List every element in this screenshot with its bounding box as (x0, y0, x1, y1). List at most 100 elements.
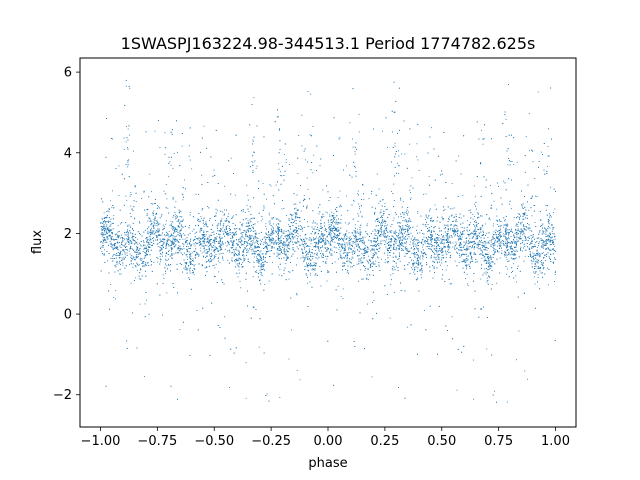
data-point (332, 219, 334, 221)
data-point (322, 257, 324, 258)
data-point (502, 226, 504, 228)
data-point (165, 251, 167, 253)
data-point (543, 241, 545, 243)
data-point (516, 161, 518, 163)
data-point (214, 243, 216, 245)
data-point (237, 276, 239, 278)
data-point (432, 252, 434, 253)
data-point (254, 242, 256, 244)
data-point (507, 237, 509, 239)
data-point (233, 244, 235, 246)
data-point (244, 211, 246, 213)
data-point (321, 250, 323, 252)
data-point (235, 231, 237, 233)
data-point (134, 218, 136, 220)
data-point (386, 228, 388, 230)
data-point (436, 220, 438, 222)
data-point (487, 256, 489, 258)
data-point (250, 228, 252, 230)
data-point (413, 271, 415, 273)
data-point (226, 225, 228, 227)
data-point (405, 219, 407, 221)
data-point (544, 259, 546, 261)
data-point (441, 240, 443, 242)
data-point (327, 240, 328, 242)
data-point (373, 248, 375, 250)
data-point (128, 250, 130, 252)
data-point (215, 220, 216, 221)
data-point (285, 159, 287, 161)
data-point (476, 238, 478, 240)
data-point (171, 229, 173, 231)
data-point (273, 242, 275, 244)
data-point (145, 252, 147, 254)
data-point (185, 242, 187, 244)
data-point (174, 230, 176, 231)
data-point (264, 247, 265, 249)
data-point (496, 219, 497, 221)
data-point (401, 240, 403, 241)
data-point (466, 245, 468, 247)
data-point (287, 244, 289, 246)
data-point (213, 264, 215, 266)
data-point (364, 269, 366, 271)
data-point (161, 214, 163, 215)
data-point (238, 262, 240, 264)
data-point (425, 193, 427, 195)
data-point (117, 261, 119, 263)
data-point (143, 257, 145, 259)
data-point (531, 243, 533, 244)
data-point (278, 168, 280, 170)
data-point (449, 229, 451, 231)
data-point (468, 241, 470, 243)
data-point (232, 240, 234, 242)
data-point (234, 194, 236, 196)
data-point (361, 262, 363, 264)
data-point (434, 204, 436, 206)
data-point (485, 242, 487, 244)
data-point (333, 237, 335, 239)
data-point (350, 238, 352, 240)
data-point (247, 194, 249, 196)
data-point (537, 247, 538, 249)
data-point (413, 260, 415, 262)
data-point (452, 246, 454, 248)
data-point (518, 216, 520, 218)
data-point (142, 262, 144, 264)
data-point (215, 215, 217, 217)
data-point (552, 261, 554, 263)
data-point (281, 208, 283, 210)
data-point (116, 241, 118, 243)
data-point (535, 195, 537, 197)
data-point (458, 262, 460, 263)
data-point (429, 245, 431, 247)
data-point (343, 237, 345, 239)
data-point (249, 237, 251, 239)
data-point (105, 216, 107, 218)
data-point (182, 199, 184, 201)
data-point (547, 165, 549, 167)
data-point (412, 268, 414, 270)
data-point (294, 217, 296, 219)
data-point (254, 252, 256, 254)
data-point (229, 251, 231, 253)
data-point (246, 184, 248, 186)
data-point (317, 258, 319, 260)
data-point (372, 253, 374, 255)
data-point (249, 243, 251, 245)
data-point (168, 250, 170, 251)
data-point (242, 210, 244, 212)
data-point (513, 237, 515, 239)
data-point (426, 237, 428, 239)
data-point (339, 136, 341, 138)
data-point (110, 239, 112, 241)
data-point (531, 241, 533, 243)
data-point (113, 248, 114, 250)
data-point (215, 238, 217, 240)
data-point (149, 218, 151, 219)
data-point (256, 270, 258, 272)
data-point (343, 257, 345, 259)
data-point (503, 243, 505, 244)
data-point (510, 235, 512, 237)
data-point (473, 203, 475, 205)
